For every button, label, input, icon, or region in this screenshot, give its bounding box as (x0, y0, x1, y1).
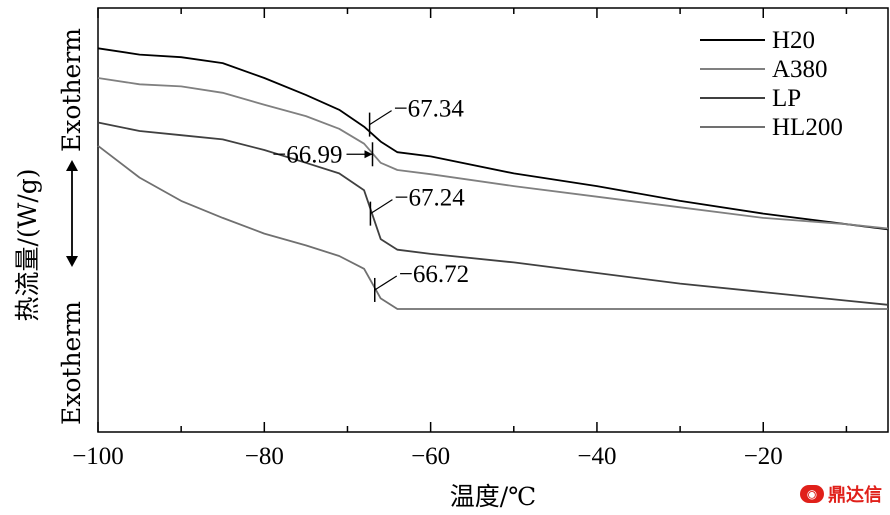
x-tick-label: −80 (245, 443, 284, 470)
legend-label-lp: LP (772, 85, 801, 112)
watermark-text: 鼎达信 (828, 485, 882, 506)
x-tick-label: −40 (577, 443, 616, 470)
y-axis-label-exotherm-top: Exotherm (57, 28, 86, 152)
annotation-label: −66.99 (272, 141, 342, 168)
x-axis-title: 温度/℃ (450, 482, 536, 511)
annotation-layer: −67.34 −66.99 −67.24 −66.72 (272, 96, 469, 302)
annotation-label: −67.34 (394, 96, 465, 123)
series-line-a380 (97, 77, 889, 230)
legend-label-hl200: HL200 (772, 114, 843, 141)
y-axis-title: 热流量/(W/g) (13, 168, 42, 321)
annotation-label: −67.24 (394, 185, 465, 212)
y-axis-label-exotherm-bottom: Exotherm (57, 301, 86, 425)
series-line-h20 (97, 47, 889, 231)
annotation-leader (369, 110, 392, 126)
annotation-leader (374, 275, 398, 291)
annotation-label: −66.72 (399, 261, 469, 288)
x-tick-label: −100 (72, 443, 124, 470)
series-line-lp (97, 121, 889, 306)
annotation-arrowhead (364, 150, 373, 159)
arrow-head-down (66, 256, 78, 267)
legend-label-a380: A380 (772, 56, 828, 83)
arrow-head-up (66, 160, 78, 171)
y-axis-title-group: Exotherm 热流量/(W/g) Exotherm (13, 28, 86, 425)
plot-frame (97, 7, 889, 433)
series-line-hl200 (97, 145, 888, 310)
x-tick-label: −20 (744, 443, 783, 470)
legend-label-h20: H20 (772, 27, 815, 54)
series-layer (97, 47, 889, 310)
logo-icon: ◉ (800, 485, 824, 503)
annotation-leader (370, 199, 393, 215)
double-arrow-icon (66, 160, 78, 267)
x-axis: −100 −80 −60 −40 −20 (72, 8, 848, 470)
x-tick-label: −60 (411, 443, 450, 470)
watermark: ◉ 鼎达信 (800, 481, 882, 507)
